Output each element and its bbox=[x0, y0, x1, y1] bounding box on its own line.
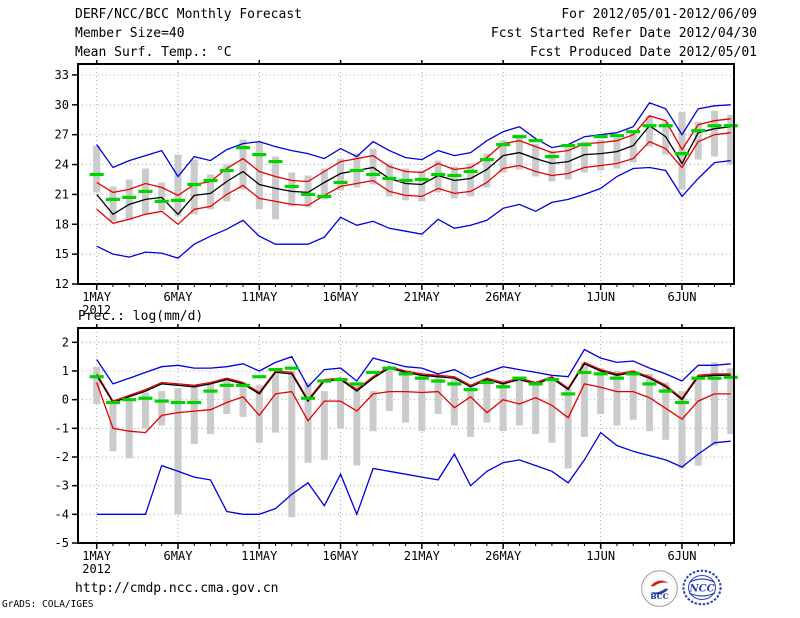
svg-text:11MAY: 11MAY bbox=[241, 290, 278, 304]
prec-panel-label: Prec.: log(mm/d) bbox=[78, 309, 204, 324]
fcst-started-date-label: Fcst Started Refer Date 2012/04/30 bbox=[490, 26, 757, 41]
svg-text:1MAY: 1MAY bbox=[82, 290, 112, 304]
svg-text:21MAY: 21MAY bbox=[404, 549, 441, 563]
svg-text:21: 21 bbox=[55, 187, 69, 201]
bcc-blue-swoosh bbox=[650, 588, 669, 595]
svg-text:-4: -4 bbox=[55, 507, 69, 521]
svg-text:18: 18 bbox=[55, 217, 69, 231]
svg-text:-5: -5 bbox=[55, 536, 69, 550]
grads-credit: GrADS: COLA/IGES bbox=[2, 599, 94, 610]
svg-text:16MAY: 16MAY bbox=[323, 290, 360, 304]
svg-text:0: 0 bbox=[62, 393, 69, 407]
svg-text:24: 24 bbox=[55, 158, 69, 172]
svg-text:6JUN: 6JUN bbox=[668, 290, 697, 304]
svg-text:-3: -3 bbox=[55, 479, 69, 493]
svg-text:21MAY: 21MAY bbox=[404, 290, 441, 304]
svg-text:2012: 2012 bbox=[82, 303, 111, 317]
svg-text:NCC: NCC bbox=[688, 584, 714, 595]
bcc-logo-icon: BCC bbox=[640, 569, 679, 612]
svg-text:6MAY: 6MAY bbox=[164, 549, 194, 563]
svg-text:6JUN: 6JUN bbox=[668, 549, 697, 563]
forecast-title: DERF/NCC/BCC Monthly Forecast bbox=[75, 7, 302, 22]
svg-text:1JUN: 1JUN bbox=[586, 290, 615, 304]
forecast-range-label: For 2012/05/01-2012/06/09 bbox=[561, 7, 757, 22]
svg-text:33: 33 bbox=[55, 68, 69, 82]
ncc-logo-icon: NCC bbox=[681, 569, 723, 612]
svg-text:12: 12 bbox=[55, 277, 69, 291]
svg-text:-2: -2 bbox=[55, 450, 69, 464]
svg-text:2: 2 bbox=[62, 335, 69, 349]
svg-text:27: 27 bbox=[55, 128, 69, 142]
svg-text:26MAY: 26MAY bbox=[485, 549, 522, 563]
svg-text:BCC: BCC bbox=[650, 592, 668, 601]
member-size-label: Member Size=40 bbox=[75, 26, 185, 41]
fcst-produced-date-label: Fcst Produced Date 2012/05/01 bbox=[530, 45, 757, 60]
svg-text:1JUN: 1JUN bbox=[586, 549, 615, 563]
svg-text:11MAY: 11MAY bbox=[241, 549, 278, 563]
svg-text:1MAY: 1MAY bbox=[82, 549, 112, 563]
svg-text:2012: 2012 bbox=[82, 562, 111, 576]
svg-text:1: 1 bbox=[62, 364, 69, 378]
temp-panel-label: Mean Surf. Temp.: °C bbox=[75, 45, 232, 60]
svg-text:30: 30 bbox=[55, 98, 69, 112]
svg-text:-1: -1 bbox=[55, 421, 69, 435]
svg-text:16MAY: 16MAY bbox=[323, 549, 360, 563]
svg-text:15: 15 bbox=[55, 247, 69, 261]
source-url: http://cmdp.ncc.cma.gov.cn bbox=[75, 581, 279, 596]
bcc-red-swoosh bbox=[650, 580, 669, 587]
svg-text:26MAY: 26MAY bbox=[485, 290, 522, 304]
svg-text:6MAY: 6MAY bbox=[164, 290, 194, 304]
